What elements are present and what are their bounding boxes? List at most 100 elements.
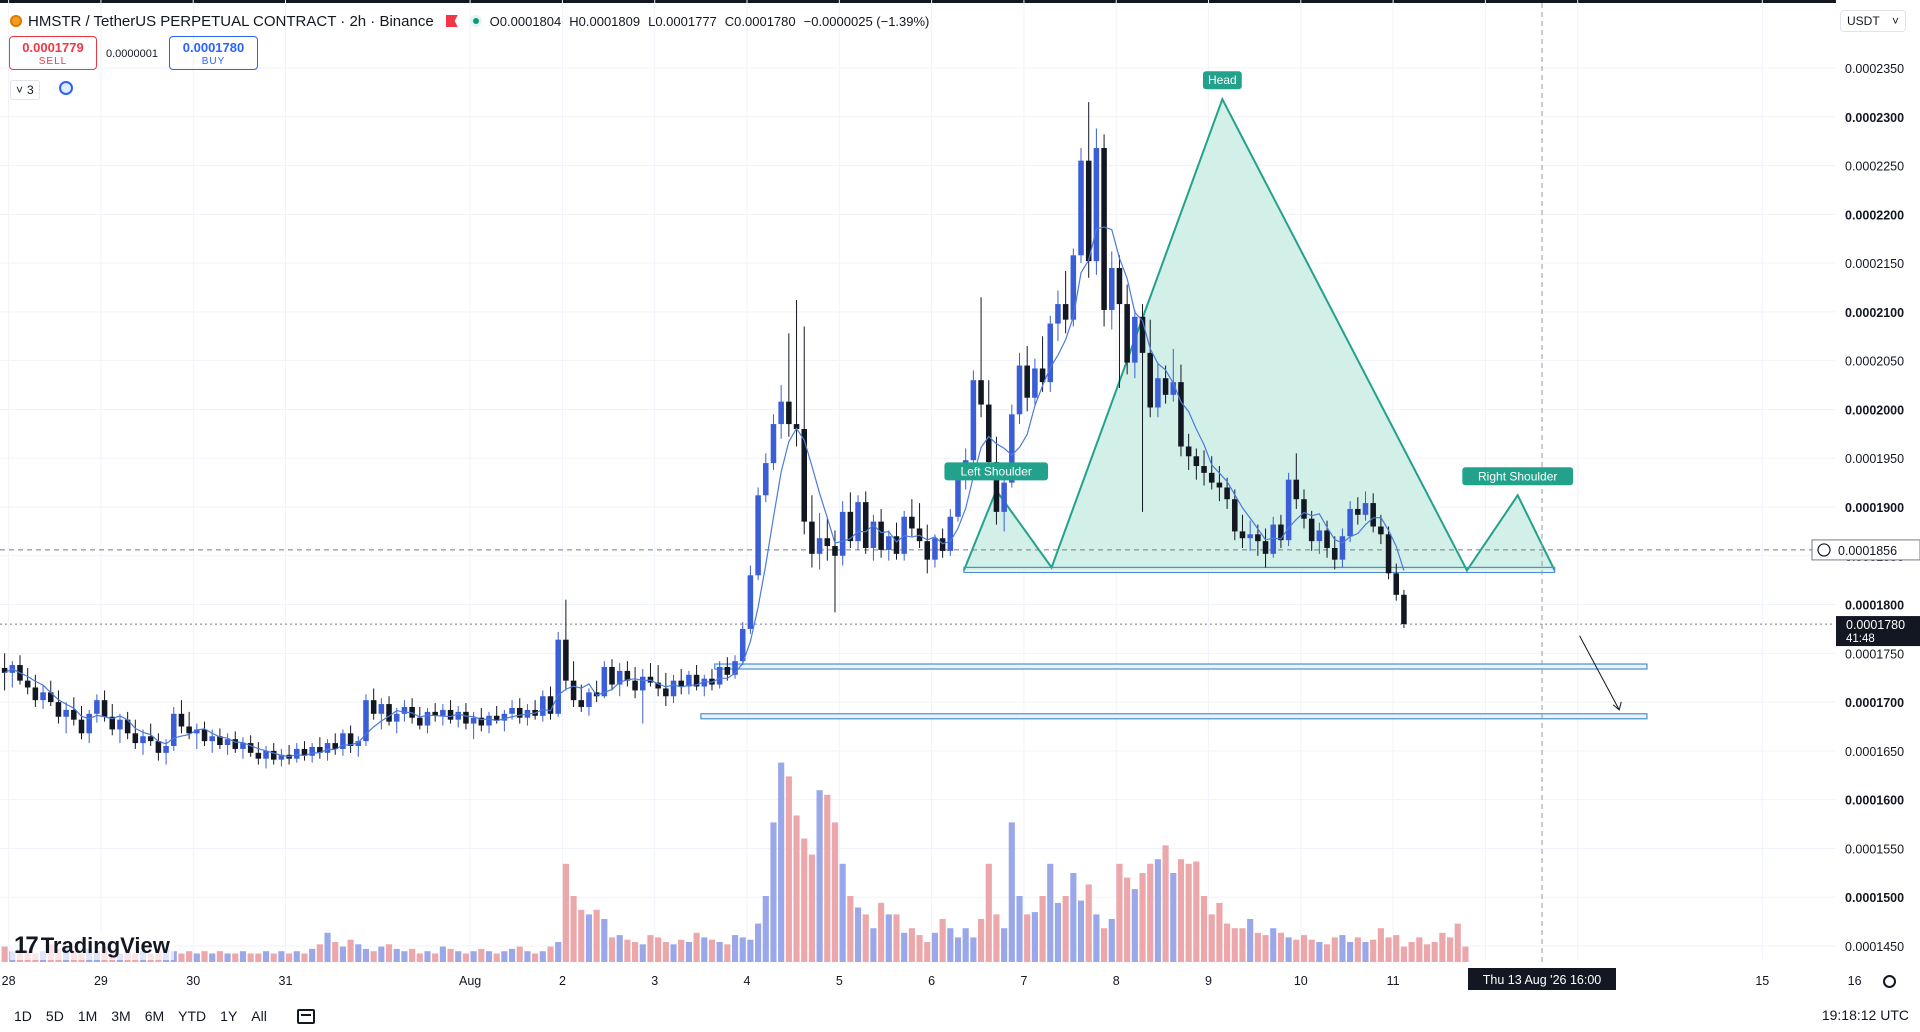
pattern-label: Right Shoulder bbox=[1478, 469, 1557, 483]
candle-body bbox=[724, 666, 731, 675]
support-zone bbox=[714, 663, 1648, 670]
candle-body bbox=[670, 680, 677, 697]
calendar-icon[interactable] bbox=[296, 1008, 315, 1024]
volume-bar bbox=[1124, 877, 1131, 965]
projection-arrowhead bbox=[1612, 701, 1622, 711]
candle-body bbox=[1308, 518, 1315, 542]
time-axis-tick: 7 bbox=[1020, 974, 1027, 988]
candle-body bbox=[1155, 378, 1161, 408]
candle-body bbox=[1216, 482, 1223, 488]
volume-bar bbox=[1454, 923, 1461, 965]
volume-bar bbox=[854, 907, 862, 965]
volume-bar bbox=[1239, 928, 1246, 965]
volume-bar bbox=[493, 953, 500, 965]
volume-bar bbox=[401, 951, 408, 965]
candle-body bbox=[1124, 304, 1130, 363]
volume-bar bbox=[1116, 863, 1123, 965]
crosshair-price-badge: 0.0001856 bbox=[1838, 544, 1897, 558]
indicators-toggle[interactable]: ˅ 3 bbox=[10, 80, 40, 100]
candle-body bbox=[40, 692, 46, 701]
candle-body bbox=[155, 741, 162, 753]
candle-body bbox=[324, 743, 331, 753]
sync-icon[interactable] bbox=[59, 81, 73, 95]
volume-bar bbox=[908, 928, 915, 965]
volume-bar bbox=[1408, 942, 1415, 965]
range-5d[interactable]: 5D bbox=[45, 1008, 64, 1024]
volume-bar bbox=[1216, 902, 1223, 965]
range-1y[interactable]: 1Y bbox=[220, 1008, 238, 1024]
range-1m[interactable]: 1M bbox=[77, 1008, 98, 1024]
tradingview-logo[interactable]: 17 TradingView bbox=[10, 932, 174, 960]
candle-body bbox=[140, 736, 146, 744]
candle-body bbox=[793, 424, 800, 429]
time-axis-tick: 30 bbox=[186, 974, 200, 988]
candle-body bbox=[170, 713, 177, 747]
volume-bar bbox=[424, 951, 431, 965]
volume-bar bbox=[270, 953, 277, 965]
spread-value: 0.0000001 bbox=[106, 48, 158, 60]
sell-button[interactable]: 0.0001779 SELL bbox=[9, 36, 97, 70]
volume-bar bbox=[1031, 912, 1038, 965]
last-price-countdown: 41:48 bbox=[1846, 633, 1875, 645]
candle-body bbox=[747, 575, 754, 629]
candle-body bbox=[824, 538, 831, 547]
clock[interactable]: 19:18:12 UTC bbox=[1821, 1007, 1909, 1023]
volume-bar bbox=[1224, 923, 1231, 965]
buy-button[interactable]: 0.0001780 BUY bbox=[169, 36, 258, 70]
volume-bar bbox=[416, 953, 423, 965]
volume-bar bbox=[1446, 937, 1454, 965]
candle-body bbox=[985, 404, 992, 463]
volume-bar bbox=[885, 914, 892, 965]
volume-bar bbox=[839, 863, 846, 965]
candle-body bbox=[570, 680, 577, 701]
currency-unit-label: USDT bbox=[1847, 14, 1880, 28]
volume-bar bbox=[601, 919, 608, 965]
flag-icon[interactable] bbox=[445, 15, 458, 27]
last-price-badge: 0.0001780 bbox=[1846, 618, 1905, 632]
crosshair-price-badge-bg bbox=[1811, 539, 1920, 561]
volume-bar bbox=[585, 914, 593, 965]
candle-body bbox=[563, 639, 569, 681]
volume-bar bbox=[301, 953, 308, 965]
volume-bar bbox=[1300, 935, 1308, 965]
range-all[interactable]: All bbox=[251, 1008, 267, 1024]
range-3m[interactable]: 3M bbox=[111, 1008, 131, 1024]
volume-bar bbox=[324, 932, 331, 965]
candle-body bbox=[970, 380, 977, 461]
volume-bar bbox=[1431, 942, 1438, 965]
symbol-legend[interactable]: HMSTR / TetherUS PERPETUAL CONTRACT · 2h… bbox=[10, 10, 929, 32]
volume-bar bbox=[878, 902, 885, 965]
candle-body bbox=[1339, 536, 1346, 560]
candle-body bbox=[393, 713, 400, 722]
candle-body bbox=[1093, 147, 1100, 262]
volume-bar bbox=[1077, 900, 1085, 965]
candle-body bbox=[501, 713, 508, 721]
volume-bar bbox=[662, 942, 669, 965]
market-status-icon[interactable] bbox=[469, 15, 482, 27]
candle-body bbox=[1262, 541, 1269, 554]
volume-bar bbox=[1093, 914, 1100, 965]
candle-body bbox=[1355, 508, 1361, 515]
volume-bar bbox=[1147, 863, 1154, 965]
volume-bar bbox=[1462, 946, 1469, 965]
price-axis-tick: 0.0001700 bbox=[1845, 696, 1904, 710]
price-chart[interactable]: Head Left Shoulder Right Shoulder 0.0002350… bbox=[0, 0, 1920, 1000]
range-6m[interactable]: 6M bbox=[144, 1008, 165, 1024]
candle-body bbox=[117, 719, 123, 730]
candle-body bbox=[1370, 503, 1376, 527]
symbol-title[interactable]: HMSTR / TetherUS PERPETUAL CONTRACT · 2h… bbox=[28, 12, 434, 30]
volume-bar bbox=[770, 822, 777, 965]
range-1d[interactable]: 1D bbox=[14, 1008, 32, 1024]
chevron-down-icon: ˅ bbox=[16, 83, 24, 97]
volume-bar bbox=[1416, 937, 1423, 965]
price-axis-tick: 0.0001950 bbox=[1845, 452, 1904, 466]
range-ytd[interactable]: YTD bbox=[178, 1008, 207, 1024]
price-axis-tick: 0.0001550 bbox=[1845, 842, 1904, 856]
gear-icon[interactable] bbox=[1883, 975, 1896, 988]
candle-body bbox=[640, 676, 646, 691]
high-label: H bbox=[569, 13, 579, 29]
time-axis-tick: 8 bbox=[1113, 974, 1120, 988]
volume-bar bbox=[716, 942, 723, 965]
candle-body bbox=[839, 511, 846, 556]
currency-unit-select[interactable]: USDT ˅ bbox=[1840, 10, 1906, 32]
